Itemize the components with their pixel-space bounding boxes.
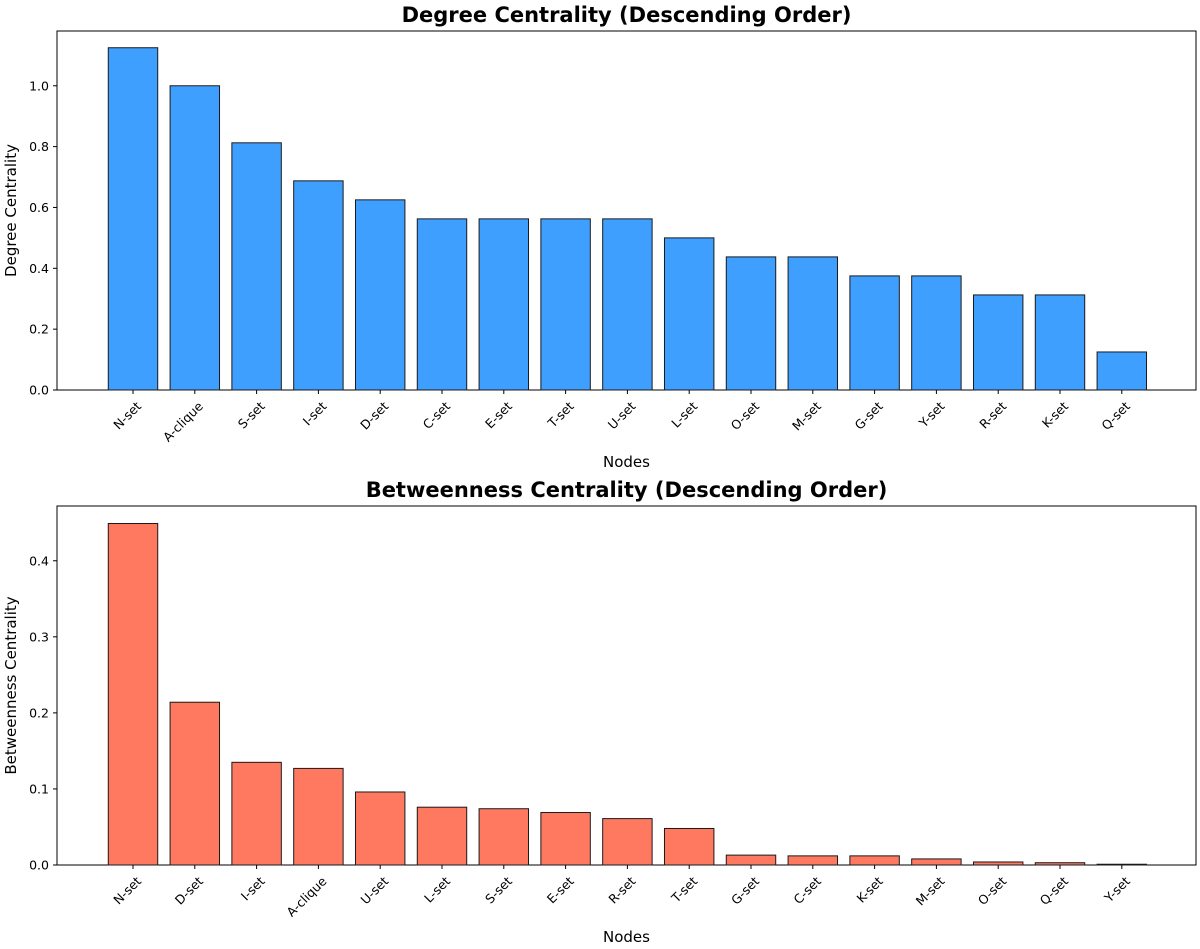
betweenness-bar-d-set [169,701,221,866]
degree-x-tick-label: C-set [420,398,454,432]
degree-x-axis-label: Nodes [603,453,650,471]
degree-x-tick-label: N-set [110,398,144,432]
betweenness-x-tick-label: I-set [238,873,268,903]
degree-x-tick-label: L-set [668,398,700,430]
betweenness-x-tick-label: D-set [172,873,206,907]
degree-bar-y-set [911,275,962,391]
betweenness-y-tick-label: 0.4 [29,553,49,568]
betweenness-y-tick-label: 0.0 [29,858,49,873]
betweenness-bar-l-set [416,806,468,866]
betweenness-chart-title: Betweenness Centrality (Descending Order… [366,478,888,502]
degree-y-tick-label: 0.6 [29,200,49,215]
degree-x-tick-label: Q-set [1098,398,1133,433]
degree-x-tick-label: Y-set [915,398,947,430]
degree-bar-r-set [972,294,1024,391]
betweenness-bar-t-set [663,827,715,866]
degree-x-tick-label: E-set [482,398,515,431]
degree-y-tick-label: 0.2 [29,322,49,337]
degree-y-tick-label: 1.0 [29,78,49,93]
betweenness-x-tick-label: C-set [790,873,824,907]
betweenness-x-tick-label: N-set [110,873,144,907]
degree-bar-l-set [663,237,715,391]
degree-bar-o-set [725,256,777,391]
betweenness-bar-s-set [478,808,530,866]
betweenness-bar-a-clique [293,767,344,866]
betweenness-x-tick-label: T-set [668,873,701,906]
degree-bar-n-set [107,47,159,391]
betweenness-y-tick-label: 0.3 [29,629,49,644]
betweenness-x-tick-label: R-set [605,873,638,906]
degree-bar-i-set [293,180,344,391]
betweenness-bar-y-set [1096,863,1148,866]
betweenness-bar-o-set [972,861,1024,866]
betweenness-centrality-chart: 0.0 0.1 0.2 0.3 0.4 N-set D-set I-set A-clique U-… [2,478,1197,946]
betweenness-bar-r-set [602,818,653,866]
betweenness-y-tick-label: 0.2 [29,705,49,720]
betweenness-bar-i-set [231,761,282,866]
degree-bar-c-set [416,218,468,391]
betweenness-bar-k-set [849,855,900,866]
degree-bar-d-set [354,199,406,391]
betweenness-x-tick-label: E-set [544,873,577,906]
degree-bar-k-set [1034,294,1086,391]
degree-x-tick-label: G-set [852,398,886,432]
degree-bar-t-set [540,218,591,391]
degree-x-tick-label: K-set [1039,398,1071,430]
degree-centrality-chart: 0.0 0.2 0.4 0.6 0.8 1.0 N-set A-clique S-set I-se… [2,3,1197,471]
betweenness-x-tick-label: S-set [482,873,515,906]
degree-chart-title: Degree Centrality (Descending Order) [402,3,852,27]
betweenness-x-tick-label: Q-set [1037,873,1072,908]
degree-bar-u-set [602,218,653,391]
betweenness-x-tick-label: L-set [421,873,453,905]
betweenness-plot-frame [56,505,1197,866]
betweenness-x-axis-label: Nodes [603,928,650,946]
degree-x-tick-label: O-set [728,398,763,433]
degree-y-tick-label: 0.4 [29,261,49,276]
betweenness-bar-q-set [1034,862,1086,866]
degree-y-axis-label: Degree Centrality [2,144,20,277]
betweenness-bar-e-set [540,812,591,866]
degree-x-tick-label: I-set [300,398,330,428]
degree-bar-q-set [1096,351,1148,391]
degree-bar-m-set [787,256,839,391]
betweenness-bar-g-set [725,854,777,866]
degree-x-tick-label: M-set [789,398,824,433]
degree-y-tick-label: 0.8 [29,139,49,154]
degree-y-tick-label: 0.0 [29,383,49,398]
degree-bar-g-set [849,275,900,391]
betweenness-bar-u-set [354,791,406,866]
degree-x-tick-label: S-set [235,398,268,431]
degree-x-tick-label: R-set [976,398,1009,431]
degree-bar-e-set [478,218,530,391]
betweenness-x-tick-label: U-set [358,873,392,907]
betweenness-x-tick-label: G-set [728,873,762,907]
betweenness-bar-n-set [107,522,159,866]
degree-x-tick-label: A-clique [160,398,206,444]
degree-bar-s-set [231,142,282,391]
betweenness-bar-m-set [911,858,962,866]
betweenness-x-tick-label: O-set [975,873,1010,908]
betweenness-x-tick-label: A-clique [283,873,329,919]
betweenness-y-axis-label: Betweenness Centrality [2,596,20,774]
betweenness-y-tick-label: 0.1 [29,781,49,796]
degree-x-tick-label: D-set [357,398,391,432]
degree-bar-a-clique [169,85,221,391]
betweenness-x-tick-label: M-set [913,873,948,908]
degree-x-tick-label: T-set [544,398,577,431]
degree-x-tick-label: U-set [605,398,639,432]
betweenness-bar-c-set [787,855,839,866]
betweenness-x-tick-label: Y-set [1101,873,1133,905]
betweenness-x-tick-label: K-set [854,873,886,905]
